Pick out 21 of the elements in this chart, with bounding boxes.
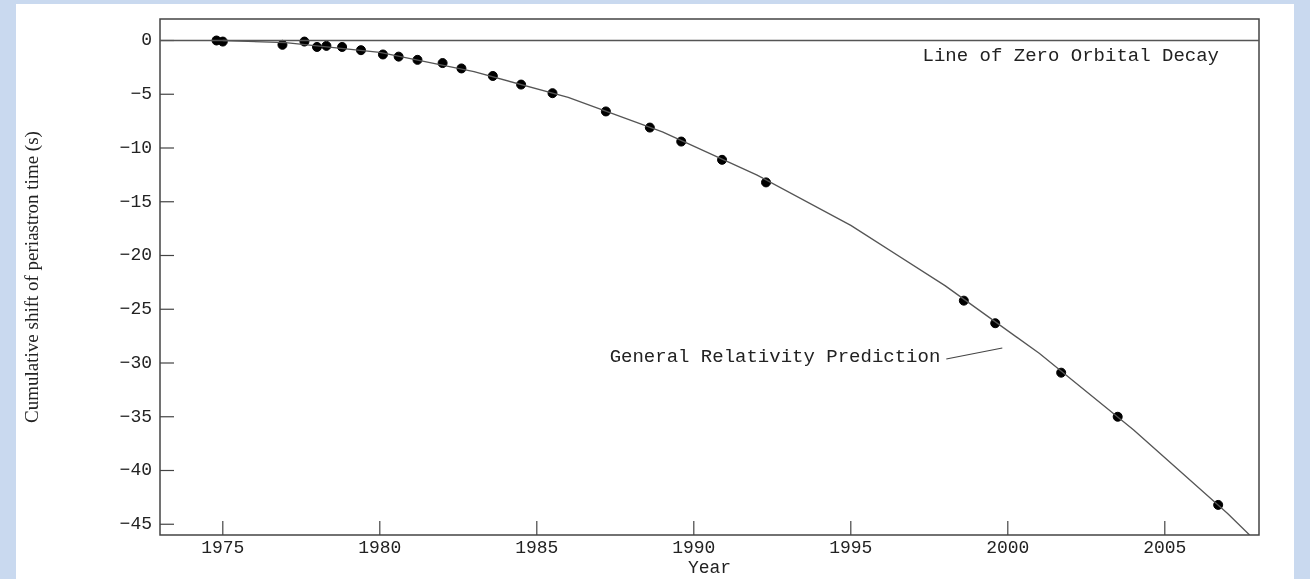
y-tick-label: 0: [141, 30, 152, 51]
y-tick-label: −5: [130, 84, 152, 105]
ref-line-label: Line of Zero Orbital Decay: [922, 45, 1219, 68]
x-tick-label: 1985: [515, 537, 559, 558]
y-tick-label: −40: [119, 460, 152, 481]
y-tick-label: −10: [119, 137, 152, 158]
y-tick-label: −15: [119, 191, 152, 212]
y-tick-label: −25: [119, 299, 152, 320]
x-tick-label: 1990: [672, 537, 716, 558]
x-tick-label: 2000: [986, 537, 1030, 558]
x-tick-label: 1995: [829, 537, 873, 558]
annotation: General Relativity Prediction: [609, 346, 941, 369]
y-axis-title: Cumulative shift of periastron time (s): [21, 131, 44, 423]
x-axis-title: Year: [687, 557, 732, 578]
y-tick-label: −35: [119, 406, 152, 427]
x-tick-label: 1980: [358, 537, 402, 558]
y-tick-label: −20: [119, 245, 152, 266]
y-tick-label: −45: [119, 514, 152, 535]
y-tick-label: −30: [119, 352, 152, 373]
x-tick-label: 1975: [201, 537, 245, 558]
x-tick-label: 2005: [1143, 537, 1187, 558]
